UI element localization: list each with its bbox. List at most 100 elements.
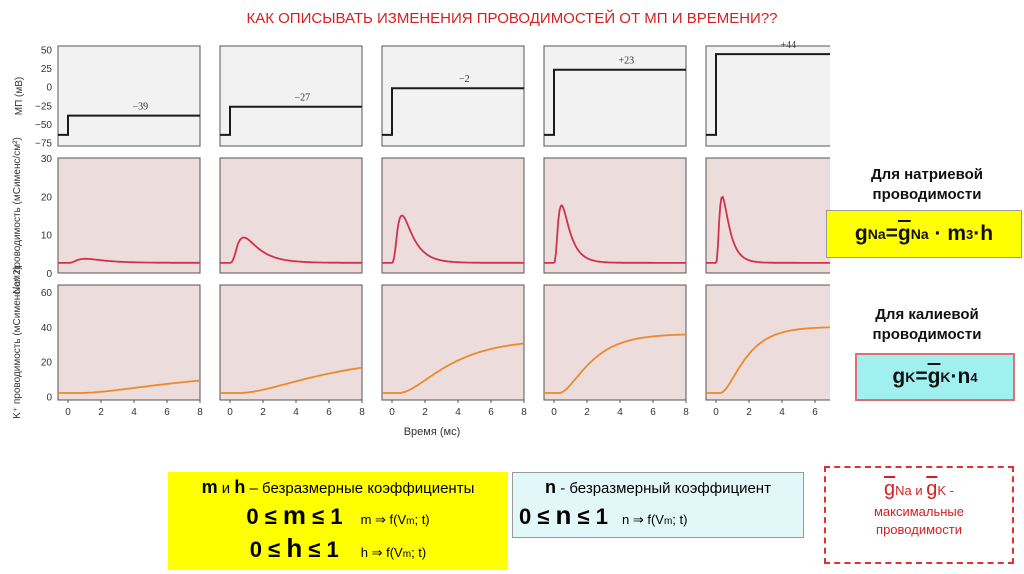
na-conductance-trace bbox=[58, 257, 200, 264]
k-formula-rest: ·n bbox=[950, 365, 971, 388]
panel-k-5 bbox=[705, 284, 830, 401]
n-func: n ⇒ f(V bbox=[621, 512, 664, 527]
na-tick-label: 30 bbox=[41, 154, 53, 165]
x-tick-label: 4 bbox=[779, 407, 785, 418]
mp-step-trace bbox=[706, 53, 830, 136]
mh-ineq-h-left: 0 ≤ bbox=[249, 537, 287, 562]
na-formula-tail: ·h bbox=[973, 222, 994, 245]
k-conductance-trace bbox=[544, 333, 686, 394]
mh-description: – безразмерные коэффициенты bbox=[245, 480, 475, 497]
x-tick-label: 2 bbox=[422, 407, 428, 418]
x-tick-label: 6 bbox=[650, 407, 656, 418]
panel-mp-5 bbox=[705, 45, 830, 147]
x-tick-label: 0 bbox=[389, 407, 395, 418]
x-tick-label: 0 bbox=[713, 407, 719, 418]
x-tick-label: 8 bbox=[683, 407, 689, 418]
na-formula-sup: 3 bbox=[966, 226, 974, 242]
k-formula-gbar-sub: K bbox=[940, 369, 951, 385]
mh-coefficients-box: m и h – безразмерные коэффициенты 0 ≤ m … bbox=[168, 472, 508, 570]
na-tick-label: 10 bbox=[41, 231, 53, 242]
n-func-end: ; t) bbox=[672, 512, 688, 527]
k-tick-label: 20 bbox=[41, 358, 53, 369]
k-conductance-trace bbox=[58, 379, 201, 394]
k-conductance-trace bbox=[220, 366, 363, 394]
x-tick-label: 6 bbox=[326, 407, 332, 418]
mh-and: и bbox=[217, 480, 235, 497]
panel-na-2 bbox=[219, 157, 363, 274]
na-formula-eq: = bbox=[885, 222, 898, 245]
panel-mp-4 bbox=[543, 45, 687, 147]
panel-k-4 bbox=[543, 284, 687, 401]
panel-mp-3 bbox=[381, 45, 525, 147]
x-tick-label: 2 bbox=[746, 407, 752, 418]
max-dash: - bbox=[946, 483, 954, 498]
mp-step-trace bbox=[382, 87, 524, 136]
x-tick-label: 4 bbox=[293, 407, 299, 418]
na-tick-label: 20 bbox=[41, 192, 53, 203]
x-tick-label: 0 bbox=[227, 407, 233, 418]
mh-ineq-m-left: 0 ≤ bbox=[246, 504, 283, 529]
mh-ineq-m-right: ≤ 1 bbox=[306, 504, 343, 529]
mp-step-trace bbox=[58, 114, 200, 136]
n-func-sub: m bbox=[663, 516, 673, 527]
x-tick-label: 0 bbox=[65, 407, 71, 418]
panel-na-5 bbox=[705, 157, 830, 274]
mp-step-label: −39 bbox=[133, 102, 149, 113]
na-conductance-trace bbox=[382, 214, 524, 264]
panel-k-3 bbox=[381, 284, 525, 401]
mp-tick-label: −25 bbox=[35, 101, 52, 112]
k-formula-g: g bbox=[892, 365, 906, 388]
mh-m-func-sub: m bbox=[406, 516, 415, 527]
k-formula: g K = g K ·n 4 bbox=[855, 353, 1015, 401]
k-axis-label: K⁺ проводимость (мСименс/см2) bbox=[12, 266, 23, 419]
mp-tick-label: −75 bbox=[35, 138, 52, 149]
mh-m-func: m ⇒ f(V bbox=[360, 512, 407, 527]
na-formula-g: g bbox=[854, 222, 868, 245]
mp-step-trace bbox=[544, 68, 686, 136]
max-g-k-sub: K bbox=[937, 483, 947, 498]
mp-tick-label: 25 bbox=[41, 64, 53, 75]
x-tick-label: 8 bbox=[197, 407, 203, 418]
na-conductance-trace bbox=[220, 236, 362, 264]
slide-title: КАК ОПИСЫВАТЬ ИЗМЕНЕНИЯ ПРОВОДИМОСТЕЙ ОТ… bbox=[246, 10, 778, 27]
k-formula-sub: K bbox=[905, 369, 916, 385]
na-conductance-label: Для натриевой проводимости bbox=[870, 166, 984, 203]
panel-k-2 bbox=[219, 284, 363, 401]
na-axis-label: Na⁺ проводимость (мСименс/см²) bbox=[12, 137, 23, 294]
k-conductance-trace bbox=[382, 342, 525, 394]
x-tick-label: 4 bbox=[617, 407, 623, 418]
max-and: и bbox=[911, 483, 927, 498]
k-tick-label: 0 bbox=[46, 393, 52, 404]
max-g-na-sub: Na bbox=[895, 483, 912, 498]
mh-ineq-h: h bbox=[286, 533, 303, 563]
mp-step-label: +23 bbox=[619, 56, 635, 67]
panel-na-4 bbox=[543, 157, 687, 274]
panel-na-3 bbox=[381, 157, 525, 274]
mp-step-trace bbox=[220, 105, 362, 136]
mh-ineq-h-right: ≤ 1 bbox=[302, 537, 339, 562]
na-formula-rest: · m bbox=[928, 222, 966, 245]
n-ineq-right: ≤ 1 bbox=[571, 504, 608, 529]
mp-tick-label: 0 bbox=[46, 83, 52, 94]
k-formula-sup: 4 bbox=[970, 369, 978, 385]
mp-axis-label: МП (мВ) bbox=[14, 77, 25, 116]
x-tick-label: 8 bbox=[521, 407, 527, 418]
mp-step-label: −27 bbox=[295, 93, 311, 104]
mp-step-label: +44 bbox=[781, 40, 797, 51]
na-formula-sub: Na bbox=[867, 226, 886, 242]
mh-h-func: h ⇒ f(V bbox=[360, 545, 403, 560]
x-tick-label: 4 bbox=[131, 407, 137, 418]
panel-na-1 bbox=[57, 157, 201, 274]
x-tick-label: 2 bbox=[260, 407, 266, 418]
x-tick-label: 2 bbox=[98, 407, 104, 418]
na-formula-gbar-sub: Na bbox=[910, 226, 929, 242]
k-conductance-trace bbox=[706, 326, 830, 394]
mh-h-func-end: ; t) bbox=[411, 545, 427, 560]
x-tick-label: 0 bbox=[551, 407, 557, 418]
mp-tick-label: −50 bbox=[35, 120, 52, 131]
mh-m-func-end: ; t) bbox=[414, 512, 430, 527]
max-g-k: g bbox=[926, 478, 938, 500]
panel-k-1 bbox=[57, 284, 201, 401]
n-letter: n bbox=[545, 477, 557, 497]
